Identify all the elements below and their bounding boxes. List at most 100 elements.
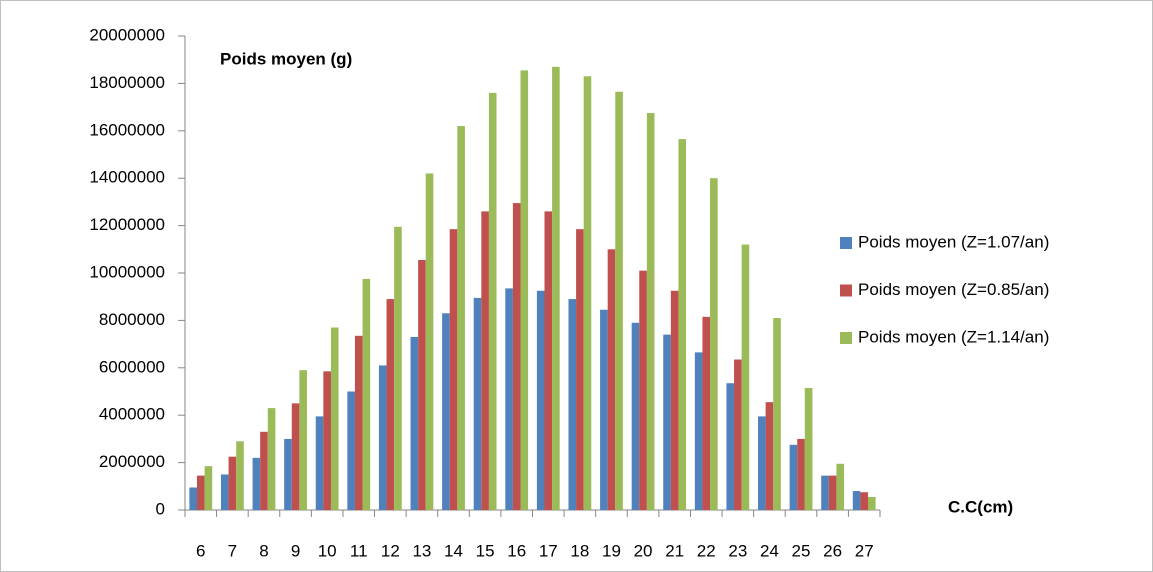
bar [204,466,213,510]
x-tick-label: 16 [507,541,526,560]
x-tick-label: 18 [570,541,589,560]
bar [418,259,426,510]
bar [758,416,766,510]
x-tick-label: 10 [318,541,337,560]
bar [315,416,324,510]
bar [631,322,640,510]
bar [457,126,465,510]
bar [773,318,781,510]
x-tick-label: 13 [412,541,431,560]
bar [789,444,798,510]
bar [378,365,387,510]
bar [552,66,560,510]
bar [284,438,292,510]
bar [741,244,750,510]
x-tick-label: 19 [602,541,621,560]
bar [765,402,774,510]
bar [260,431,268,510]
bar [442,313,450,510]
bar [694,352,703,510]
chart-title: Poids moyen (g) [220,49,352,68]
bar [734,359,742,510]
x-tick-label: 27 [855,541,874,560]
bar [576,229,584,510]
bar [804,387,813,510]
y-tick-label: 0 [156,499,165,518]
bar [410,336,419,510]
bar [702,316,711,510]
bar [828,475,837,510]
x-tick-label: 7 [228,541,237,560]
y-tick-label: 2000000 [99,452,165,471]
bar [678,139,687,510]
bar [868,496,876,510]
x-tick-label: 23 [728,541,747,560]
bar [520,70,529,511]
bar [852,491,861,510]
x-tick-label: 11 [350,541,368,560]
bar [189,487,197,510]
x-tick-label: 24 [760,541,779,560]
bar [821,475,829,510]
bar [347,391,355,510]
bar [252,457,261,510]
bar [354,335,363,510]
bar [236,441,244,510]
y-tick-label: 8000000 [99,310,165,329]
x-tick-label: 20 [634,541,653,560]
bar [488,92,497,510]
x-tick-label: 22 [697,541,716,560]
bar [670,290,679,510]
x-tick-label: 12 [381,541,400,560]
y-tick-label: 10000000 [89,262,165,281]
x-tick-label: 25 [792,541,811,560]
bar [228,456,237,510]
bar [323,371,331,510]
bar [646,113,655,511]
x-tick-label: 21 [665,541,684,560]
x-tick-label: 14 [444,541,463,560]
bar [600,309,608,510]
bar [583,76,592,510]
bar [710,178,718,510]
x-tick-label: 26 [823,541,842,560]
bar [449,229,458,510]
bar [220,474,229,510]
bar [386,299,395,510]
y-tick-label: 20000000 [89,25,165,44]
legend-label: Poids moyen (Z=1.07/an) [858,232,1049,251]
x-tick-label: 6 [196,541,205,560]
bar [394,226,402,510]
bar [544,211,553,510]
bar [196,475,205,510]
bar [481,211,489,510]
x-tick-label: 9 [291,541,300,560]
legend-label: Poids moyen (Z=1.14/an) [858,327,1049,346]
x-axis-label: C.C(cm) [948,497,1013,516]
bar [797,438,805,510]
bar [362,278,371,510]
bar [639,270,647,510]
bar [615,91,623,510]
bar [505,288,513,510]
bar [512,203,521,510]
legend-swatch [840,237,852,249]
bar [836,463,845,510]
y-tick-label: 18000000 [89,73,165,92]
bar [299,370,307,510]
y-tick-label: 12000000 [89,215,165,234]
y-tick-label: 6000000 [99,357,165,376]
x-tick-label: 8 [259,541,268,560]
bar [536,290,545,510]
y-tick-label: 14000000 [89,168,165,187]
y-tick-label: 4000000 [99,405,165,424]
bar [663,334,671,510]
bar [607,249,616,511]
bar [726,383,735,510]
bar [860,492,869,510]
bar [568,299,577,510]
y-tick-label: 16000000 [89,120,165,139]
x-tick-label: 15 [476,541,495,560]
legend-label: Poids moyen (Z=0.85/an) [858,280,1049,299]
